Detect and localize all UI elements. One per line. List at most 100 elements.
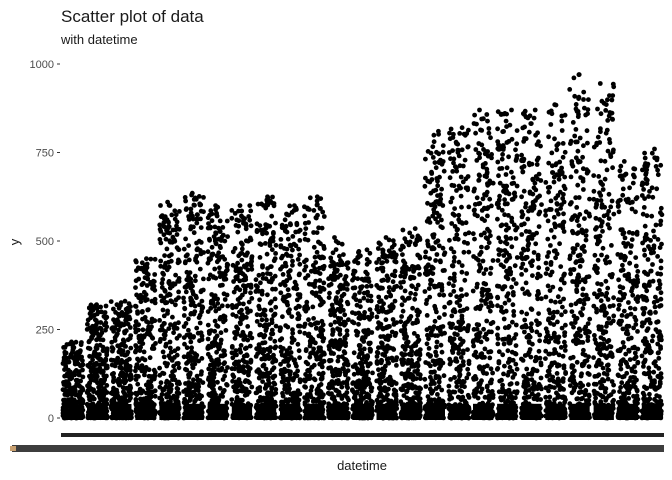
data-point [242,379,248,385]
data-point [197,302,202,308]
data-point [220,282,225,288]
data-point [135,311,141,316]
data-point [216,306,222,311]
data-point [101,386,107,392]
data-point [428,277,433,283]
data-point [434,284,440,289]
data-point [450,135,456,140]
data-point [286,269,291,275]
data-point [160,270,166,276]
data-point [308,268,314,274]
data-point [194,373,200,379]
data-point [136,322,142,328]
data-point [190,300,196,305]
data-point [383,363,388,369]
data-point [339,384,345,390]
data-point [256,367,261,372]
data-point [74,356,80,362]
data-point [400,352,406,358]
data-point [188,226,194,232]
data-point [501,253,507,258]
data-point [245,324,251,329]
data-point [167,203,173,208]
data-point-max [165,199,171,205]
data-point [509,136,515,142]
data-point [453,358,458,364]
data-point [495,126,500,132]
data-point [350,271,356,277]
data-point [511,277,516,282]
data-point [498,223,504,229]
data-point [477,201,483,206]
data-point [297,271,302,277]
data-point [441,292,447,298]
data-point [152,256,158,262]
data-point [144,390,149,396]
data-point [76,399,82,404]
data-point [499,207,505,213]
data-point [161,313,167,319]
data-point [148,383,154,389]
data-point [280,314,285,320]
data-point [271,365,277,371]
data-point [401,360,407,365]
data-point-max [412,226,418,232]
data-point [426,286,432,291]
data-point [341,362,347,367]
data-point [127,383,133,389]
data-point [239,246,245,252]
data-point [454,188,459,193]
data-point [306,317,311,323]
data-point [460,319,466,325]
data-point [256,303,262,309]
data-point [182,305,188,311]
data-point [452,206,457,212]
data-point [80,367,85,373]
data-point [175,398,180,404]
data-point [506,387,512,393]
data-point [413,291,418,297]
data-point [174,352,180,358]
data-point [477,364,483,369]
data-point [465,185,470,191]
data-point [211,368,217,374]
data-point [490,370,495,376]
data-point [438,224,444,230]
data-point [205,351,211,357]
data-point [381,397,387,403]
data-point [509,181,515,187]
data-point [308,351,313,356]
data-point [297,323,303,329]
data-point [357,343,363,349]
data-point [229,303,235,308]
data-point [248,357,254,363]
data-point [242,286,248,292]
data-point [282,282,288,288]
data-point [211,275,216,280]
data-point [223,328,229,333]
data-point [451,288,457,294]
data-point [476,172,482,178]
data-point [143,365,149,370]
data-point [152,318,158,324]
data-point [319,364,325,370]
data-point [176,247,182,253]
data-point [90,357,95,363]
data-point [257,297,262,303]
data-point [374,260,379,265]
data-point [351,395,357,401]
data-point [499,156,505,162]
data-point [447,175,453,181]
data-point [437,174,442,180]
data-point [415,368,420,373]
data-point [248,290,253,296]
data-point [97,389,103,395]
data-point [114,358,120,364]
data-point [184,332,190,338]
data-point [413,286,419,292]
data-point [446,383,452,389]
data-point [100,348,106,354]
data-point [345,265,351,271]
data-point [198,251,204,257]
data-point [402,274,407,280]
